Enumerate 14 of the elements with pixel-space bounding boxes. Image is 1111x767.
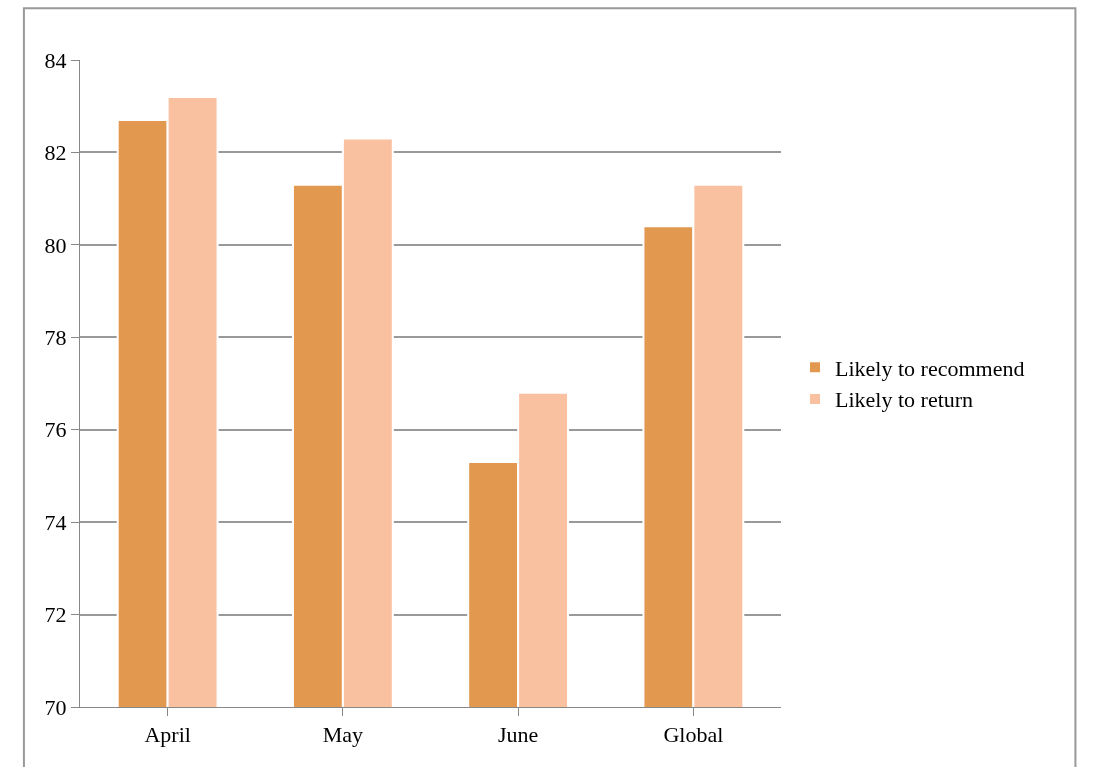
legend-label: Likely to return [835, 387, 974, 413]
x-tick-label: April [144, 722, 191, 748]
x-tick-label: May [322, 722, 364, 748]
y-tick-label: 80 [44, 232, 67, 258]
y-tick-label: 84 [44, 47, 67, 73]
y-tick-label: 78 [44, 324, 67, 350]
x-tick-label: Global [663, 722, 724, 748]
legend-label: Likely to recommend [835, 355, 1025, 381]
y-tick-label: 76 [44, 417, 67, 443]
y-tick-label: 72 [44, 602, 67, 628]
x-tick-label: June [497, 722, 539, 748]
y-tick-label: 74 [44, 509, 67, 535]
y-tick-label: 82 [44, 140, 67, 166]
y-tick-label: 70 [44, 694, 67, 720]
